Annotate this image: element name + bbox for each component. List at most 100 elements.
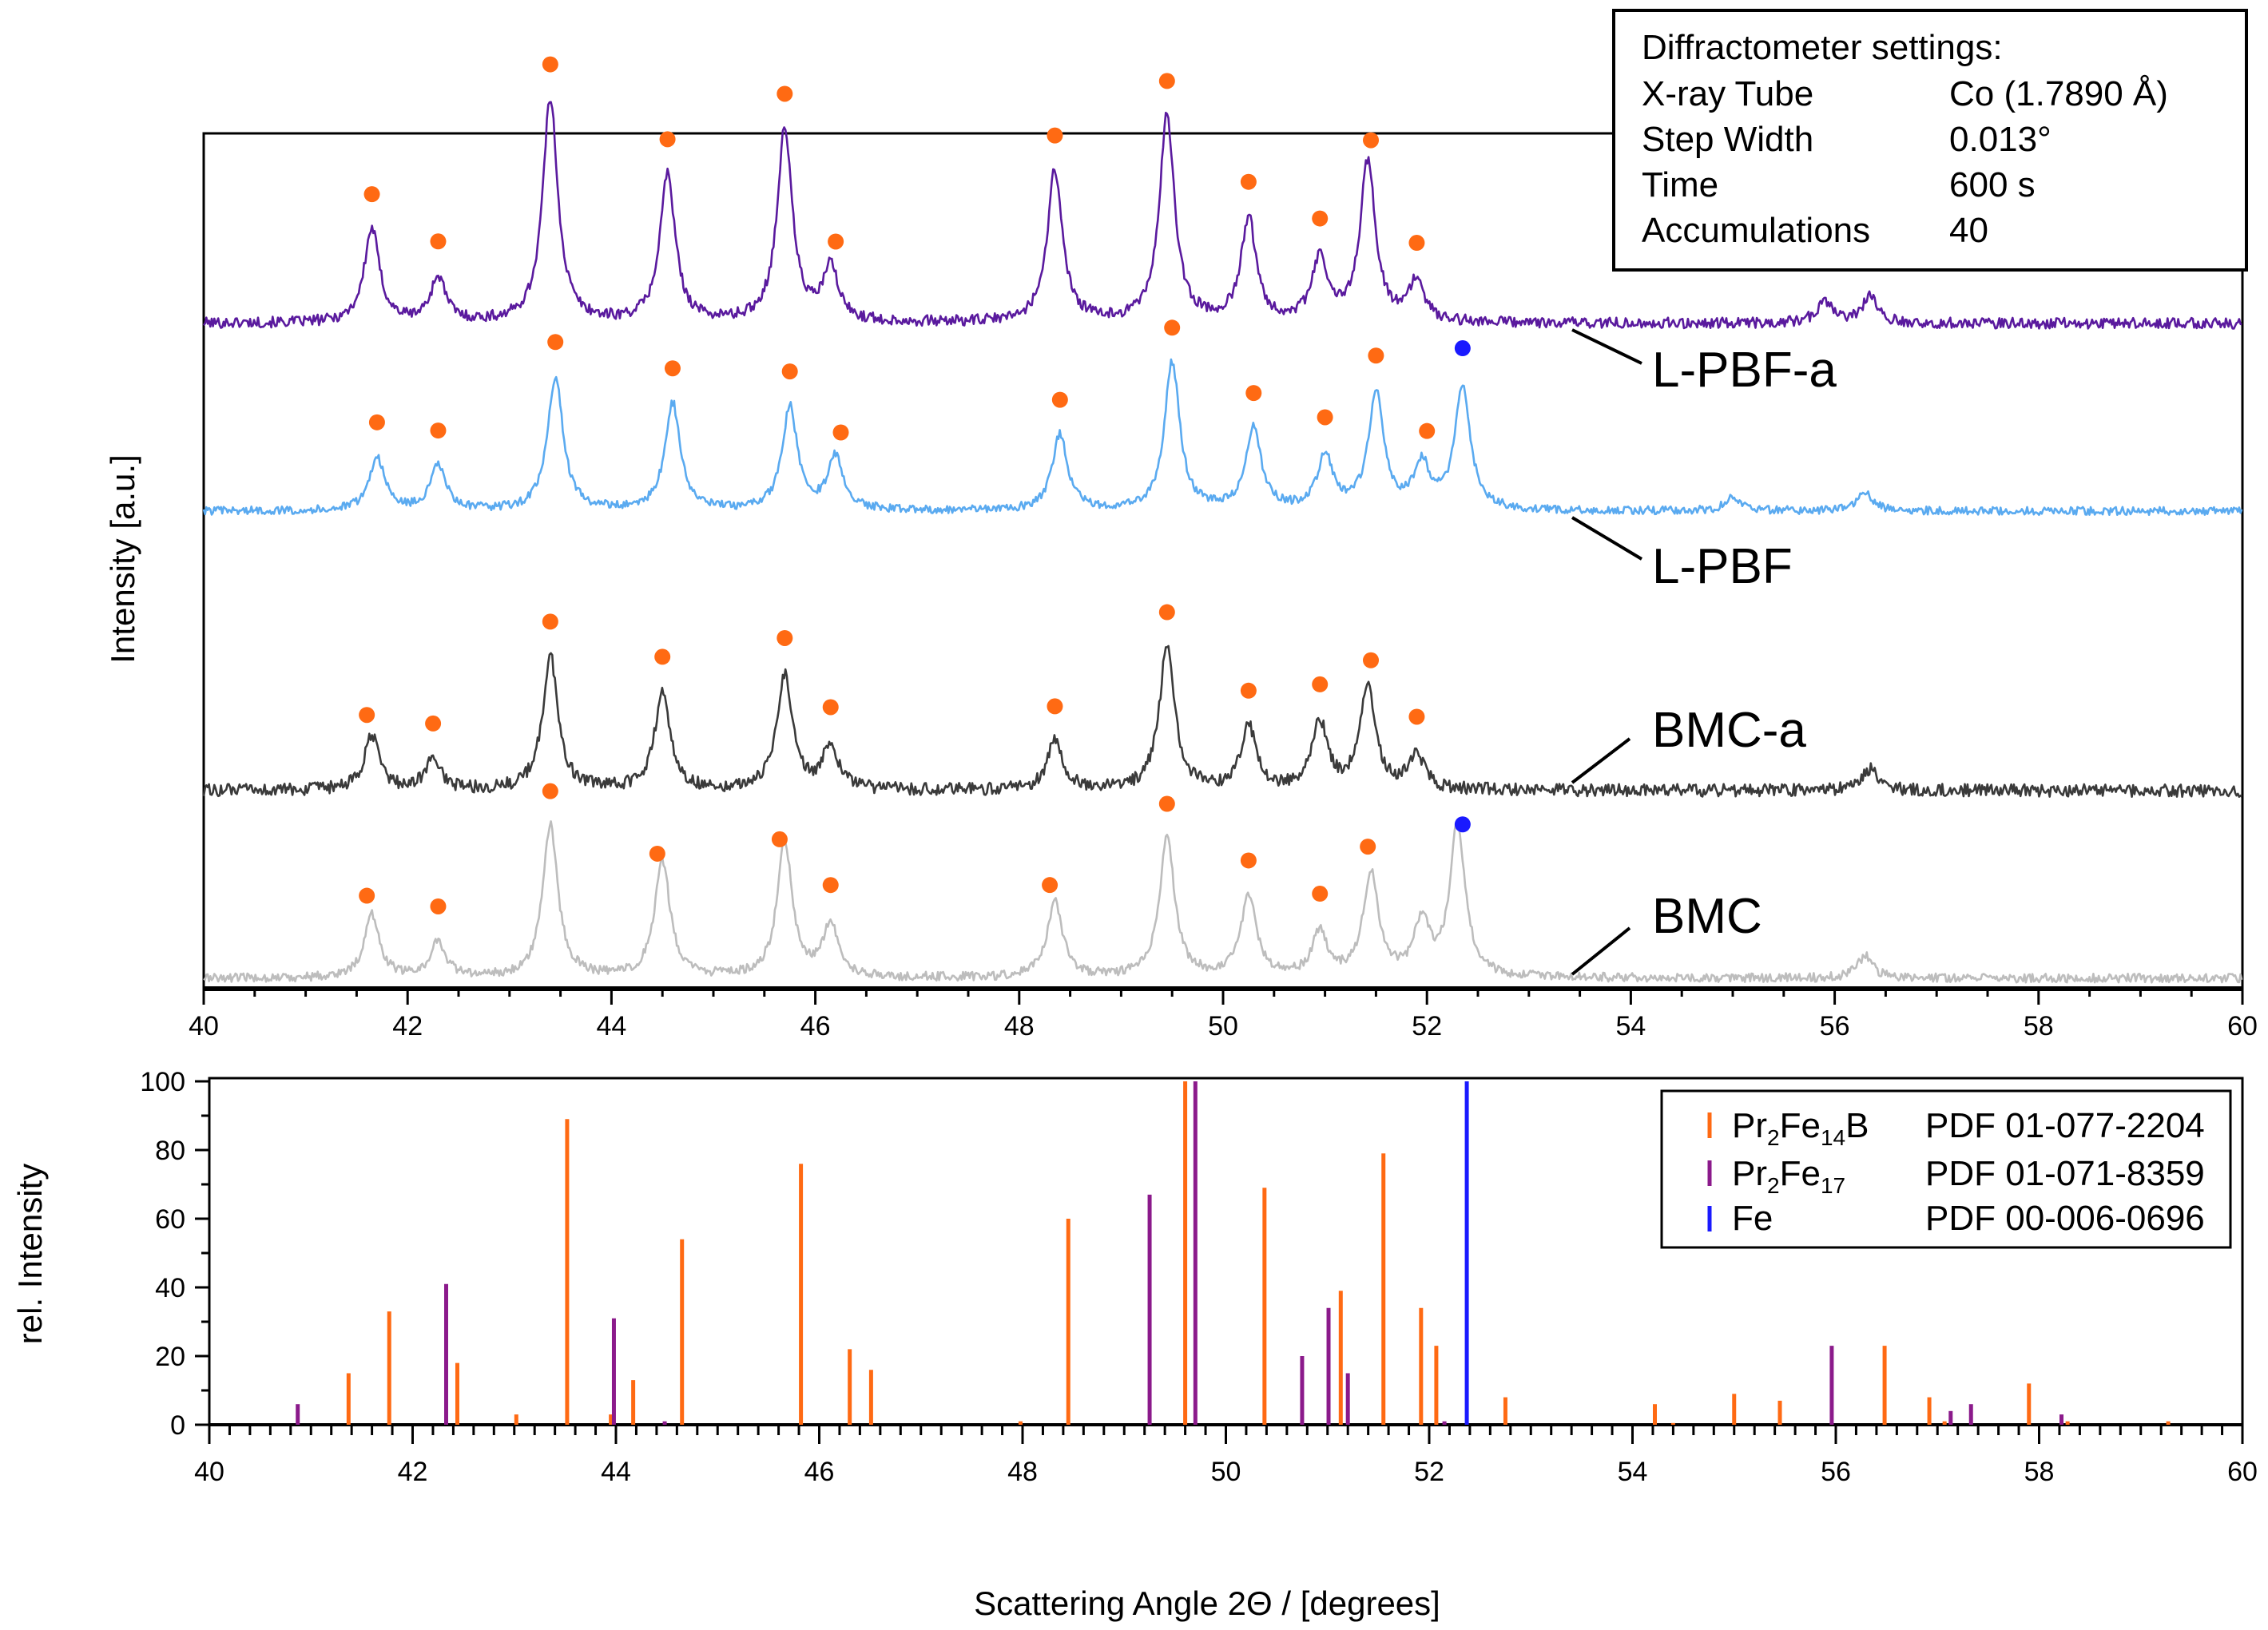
- pattern-x-tick-label: 48: [1004, 1011, 1035, 1041]
- pattern-x-tick-label: 52: [1412, 1011, 1442, 1041]
- peak-marker-fe: [1454, 340, 1471, 357]
- legend-label-fe: Fe: [1732, 1199, 1773, 1238]
- peak-marker-pr2fe14b: [664, 360, 681, 377]
- reference-x-tick-label: 58: [2024, 1457, 2055, 1487]
- legend-entry-fe: Fe PDF 00-006-0696: [1707, 1199, 2205, 1238]
- pattern-x-tick-label: 50: [1208, 1011, 1238, 1041]
- peak-marker-pr2fe14b: [430, 422, 447, 439]
- peak-marker-pr2fe14b: [1419, 422, 1436, 439]
- peak-marker-pr2fe14b: [1164, 319, 1181, 336]
- reference-x-tick-labels: 40 42 44 46 48 50 52 54 56 58 60: [194, 1457, 2258, 1487]
- peak-marker-pr2fe14b: [777, 629, 793, 646]
- peak-marker-pr2fe14b: [771, 831, 788, 847]
- peak-marker-pr2fe14b: [542, 783, 558, 799]
- peak-marker-pr2fe14b: [1240, 682, 1257, 699]
- settings-value-step: 0.013°: [1949, 120, 2052, 159]
- legend-ref-pr2fe14b: PDF 01-077-2204: [1925, 1106, 2205, 1145]
- peak-marker-pr2fe14b: [430, 898, 447, 914]
- pattern-x-ticks: [202, 989, 2244, 1005]
- pattern-x-tick-label: 44: [596, 1011, 626, 1041]
- phase-markers: [359, 56, 1471, 914]
- leader-line-l-pbf: [1571, 516, 1643, 561]
- peak-marker-pr2fe14b: [1245, 385, 1262, 402]
- settings-value-accum: 40: [1949, 211, 1988, 250]
- reference-y-tick-label: 0: [170, 1410, 185, 1441]
- settings-label-time: Time: [1642, 165, 1718, 204]
- sample-label-l-pbf: L-PBF: [1571, 516, 1793, 594]
- leader-line-bmc: [1571, 926, 1631, 976]
- reference-y-tick-label: 100: [140, 1067, 185, 1097]
- pattern-x-tick-label: 58: [2024, 1011, 2054, 1041]
- peak-marker-pr2fe14b: [1042, 877, 1059, 894]
- peak-marker-pr2fe14b: [363, 186, 380, 203]
- settings-label-step: Step Width: [1642, 120, 1813, 159]
- reference-x-tick-label: 54: [1618, 1457, 1648, 1487]
- reference-y-tick-label: 20: [155, 1342, 185, 1372]
- series-line-l-pbf: [202, 358, 2243, 516]
- pattern-x-tick-label: 56: [1820, 1011, 1850, 1041]
- peak-marker-pr2fe14b: [430, 233, 447, 250]
- reference-x-tick-label: 40: [194, 1457, 224, 1487]
- settings-value-tube: Co (1.7890 Å): [1949, 74, 2168, 113]
- settings-value-time: 600 s: [1949, 165, 2036, 204]
- settings-title: Diffractometer settings:: [1642, 28, 2003, 67]
- pattern-x-tick-labels: 40 42 44 46 48 50 52 54 56 58 60: [189, 1011, 2258, 1041]
- reference-y-tick-label: 80: [155, 1136, 185, 1166]
- peak-marker-pr2fe14b: [822, 699, 839, 716]
- peak-marker-pr2fe14b: [359, 887, 375, 904]
- peak-marker-pr2fe14b: [1360, 839, 1376, 855]
- reference-legend: Pr2Fe14B PDF 01-077-2204 Pr2Fe17 PDF 01-…: [1660, 1089, 2232, 1249]
- peak-marker-pr2fe14b: [542, 56, 558, 73]
- reference-y-tick-label: 40: [155, 1273, 185, 1303]
- peak-marker-pr2fe14b: [1312, 676, 1329, 692]
- peak-marker-pr2fe14b: [1158, 604, 1175, 621]
- peak-marker-pr2fe14b: [781, 363, 798, 380]
- peak-marker-pr2fe14b: [1312, 886, 1329, 902]
- settings-box: Diffractometer settings: X-ray Tube Co (…: [1612, 9, 2248, 272]
- peak-marker-pr2fe14b: [822, 877, 839, 894]
- peak-marker-pr2fe14b: [359, 707, 375, 724]
- peak-marker-pr2fe14b: [1240, 852, 1257, 869]
- reference-panel: 40 42 44 46 48 50 52 54 56 58 60 0 20 40 60 80 100 rel.…: [11, 1067, 2258, 1622]
- pattern-x-tick-label: 40: [189, 1011, 219, 1041]
- legend-entry-pr2fe14b: Pr2Fe14B PDF 01-077-2204: [1707, 1106, 2205, 1150]
- peak-marker-pr2fe14b: [1047, 127, 1063, 144]
- series-line-bmc-a: [202, 644, 2243, 798]
- series-label-bmc: BMC: [1652, 889, 1762, 944]
- leader-line-bmc-a: [1571, 737, 1631, 784]
- legend-label-pr2fe14b: Pr2Fe14B: [1732, 1106, 1869, 1150]
- peak-marker-fe: [1454, 816, 1471, 833]
- pattern-panel: 40 42 44 46 48 50 52 54 56 58 60 Intensity [a.u.] …: [104, 9, 2258, 1041]
- sample-label-bmc: BMC: [1571, 889, 1762, 976]
- reference-x-tick-label: 42: [398, 1457, 428, 1487]
- peak-marker-pr2fe14b: [1051, 391, 1068, 408]
- reference-x-tick-label: 46: [804, 1457, 835, 1487]
- reference-x-tick-label: 60: [2227, 1457, 2258, 1487]
- peak-marker-pr2fe14b: [654, 648, 671, 665]
- series-label-bmc-a: BMC-a: [1652, 703, 1806, 758]
- peak-marker-pr2fe14b: [1240, 173, 1257, 190]
- settings-label-tube: X-ray Tube: [1642, 74, 1813, 113]
- reference-x-tick-label: 52: [1414, 1457, 1444, 1487]
- peak-marker-pr2fe14b: [1408, 708, 1425, 725]
- pattern-x-tick-label: 54: [1615, 1011, 1646, 1041]
- series-label-l-pbf-a: L-PBF-a: [1652, 343, 1837, 398]
- peak-marker-pr2fe14b: [425, 715, 442, 732]
- reference-x-tick-label: 50: [1211, 1457, 1241, 1487]
- reference-x-ticks: [208, 1425, 2244, 1444]
- legend-entry-pr2fe17: Pr2Fe17 PDF 01-071-8359: [1707, 1154, 2205, 1198]
- peak-marker-pr2fe14b: [542, 613, 558, 630]
- legend-frame: [1660, 1089, 2232, 1249]
- peak-marker-pr2fe14b: [547, 334, 564, 351]
- series-label-l-pbf: L-PBF: [1652, 539, 1793, 594]
- peak-marker-pr2fe14b: [1158, 73, 1175, 89]
- settings-box-frame: [1612, 9, 2248, 272]
- pattern-x-tick-label: 42: [392, 1011, 423, 1041]
- sample-label-l-pbf-a: L-PBF-a: [1571, 328, 1837, 398]
- peak-marker-pr2fe14b: [1317, 409, 1333, 426]
- reference-x-tick-label: 44: [601, 1457, 631, 1487]
- pattern-x-tick-label: 46: [800, 1011, 831, 1041]
- x-axis-title: Scattering Angle 2Θ / [degrees]: [974, 1584, 1440, 1622]
- peak-marker-pr2fe14b: [777, 85, 793, 102]
